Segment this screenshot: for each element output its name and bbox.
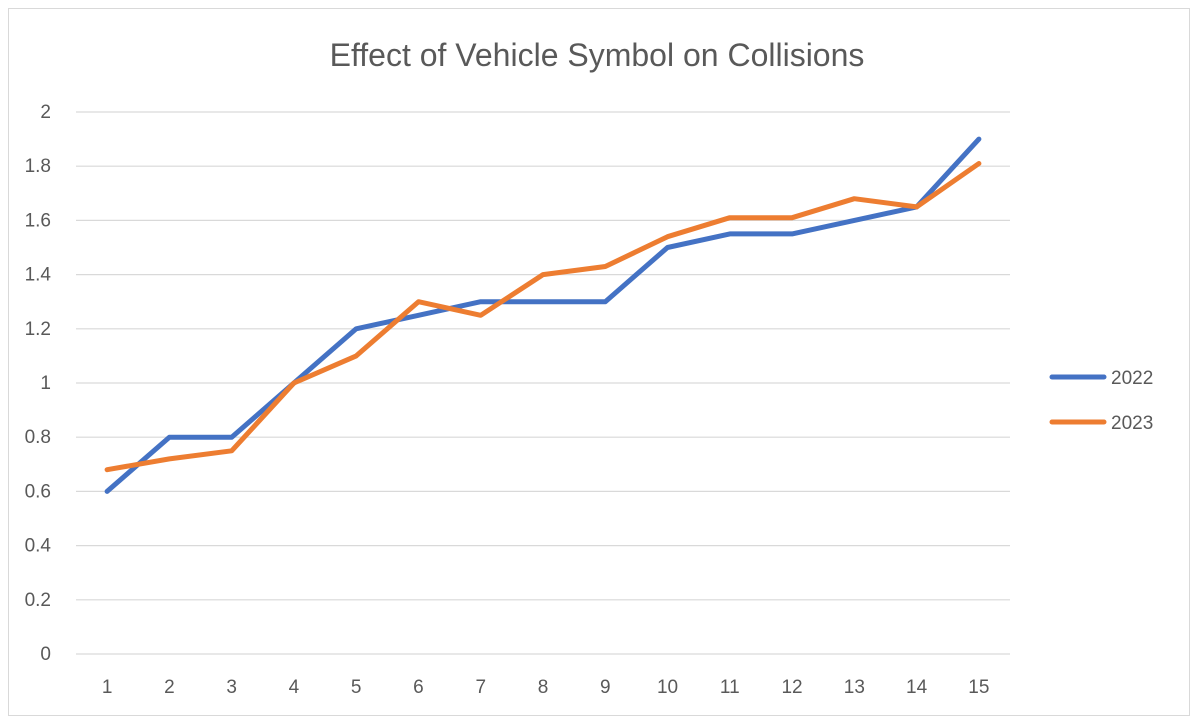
- x-tick-label: 7: [475, 677, 486, 698]
- legend-label-2023: 2023: [1111, 413, 1153, 434]
- x-tick-label: 14: [906, 677, 928, 698]
- x-tick-label: 4: [289, 677, 300, 698]
- y-tick-label: 0.6: [25, 481, 51, 502]
- chart-title: Effect of Vehicle Symbol on Collisions: [330, 37, 865, 73]
- x-tick-label: 1: [102, 677, 113, 698]
- x-tick-label: 13: [844, 677, 865, 698]
- y-tick-label: 1: [40, 373, 51, 394]
- x-tick-label: 3: [226, 677, 237, 698]
- y-tick-label: 1.4: [25, 265, 52, 286]
- x-tick-label: 5: [351, 677, 362, 698]
- series-line-2022: [104, 136, 982, 494]
- legend: 2022 2023: [1049, 368, 1153, 434]
- x-axis-ticks: 1 2 3 4 5 6 7 8 9 10 11 12 13 14 15: [102, 677, 990, 698]
- chart-frame: [8, 8, 1190, 716]
- x-tick-label: 15: [968, 677, 989, 698]
- x-tick-label: 8: [538, 677, 549, 698]
- x-tick-label: 9: [600, 677, 611, 698]
- series-lines: [104, 136, 982, 494]
- legend-label-2022: 2022: [1111, 368, 1153, 389]
- series-line-2023: [104, 161, 982, 473]
- x-tick-label: 11: [720, 677, 740, 698]
- y-tick-label: 1.2: [25, 319, 51, 340]
- y-tick-label: 0.8: [25, 427, 51, 448]
- y-tick-label: 2: [40, 102, 51, 123]
- y-axis-ticks: 0 0.2 0.4 0.6 0.8 1 1.2 1.4 1.6 1.8 2: [25, 102, 52, 665]
- gridlines: [76, 111, 1010, 655]
- y-tick-label: 1.6: [25, 210, 51, 231]
- y-tick-label: 0.4: [25, 536, 52, 557]
- y-tick-label: 0.2: [25, 590, 51, 611]
- y-tick-label: 1.8: [25, 156, 51, 177]
- x-tick-label: 12: [781, 677, 802, 698]
- x-tick-label: 2: [164, 677, 175, 698]
- x-tick-label: 6: [413, 677, 424, 698]
- x-tick-label: 10: [657, 677, 678, 698]
- y-tick-label: 0: [40, 644, 51, 665]
